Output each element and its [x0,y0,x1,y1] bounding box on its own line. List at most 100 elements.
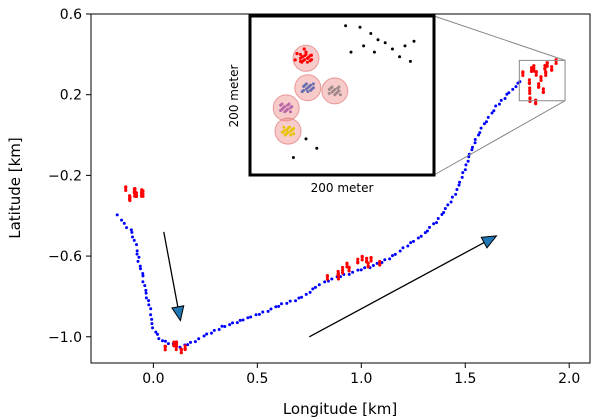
moving-point-10 [135,252,139,256]
arrow-down-head [171,305,185,322]
moving-point-8 [135,243,139,247]
stay-2-point-1-1 [172,340,176,344]
inset-stay-point-1-12 [309,83,313,87]
moving-point-14 [139,267,142,271]
moving-point-52 [235,321,239,325]
stay-3-point-6-1 [365,256,369,260]
stay-1-point-9-0 [141,194,145,198]
moving-point-40 [189,340,193,344]
stay-2-point-5-2 [179,348,183,352]
moving-point-45 [209,331,213,335]
moving-point-136 [494,104,498,108]
stay-3-point-0-2 [325,274,330,279]
moving-point-34 [166,342,170,346]
inset-stay-point-1-9 [304,82,308,86]
stay-2-point-5-1 [179,351,183,355]
moving-point-17 [141,280,145,284]
stay-4-point-0-2 [521,71,525,75]
moving-point-1 [120,218,124,222]
moving-point-134 [490,111,494,115]
y-tick-label-1: 0.2 [60,88,82,104]
inset-stay-point-1-13 [306,90,310,94]
direction-arrows [163,231,498,338]
moving-point-85 [363,266,367,270]
moving-point-19 [144,288,148,292]
stay-4-point-12-1 [539,78,543,82]
inset-stay-point-3-13 [280,102,284,106]
moving-point-70 [304,292,308,296]
moving-point-112 [450,195,454,199]
moving-point-130 [479,126,483,130]
stay-4-point-13-1 [541,87,545,91]
zoom-connectors [433,15,566,176]
moving-point-114 [455,188,459,192]
moving-point-21 [144,296,148,300]
inset-red-point-1 [300,55,304,59]
stay-4-point-0-1 [521,73,525,78]
moving-point-113 [454,192,458,196]
inset-stay-point-0-12 [303,58,307,62]
inset-red-point-6 [293,58,297,62]
inset-stay-point-0-7 [304,52,308,56]
stay-3-point-8-1 [378,259,382,264]
moving-point-59 [261,310,265,314]
inset-stay-point-4-10 [282,129,286,133]
inset-moving-point-5 [390,47,394,51]
stay-4-point-3-2 [534,70,538,75]
moving-point-18 [143,284,147,288]
stay-4-point-15-2 [534,102,538,106]
moving-point-118 [461,171,465,175]
moving-point-126 [473,141,477,145]
moving-point-94 [398,249,402,253]
stay-4-point-13-2 [541,90,545,95]
moving-point-91 [388,257,392,261]
inset-moving-point-12 [372,50,376,54]
inset-stay-point-4-11 [292,127,296,131]
inset-red-point-4 [304,50,308,54]
moving-point-60 [266,309,270,313]
stay-1-point-9-2 [141,189,145,193]
inset-moving-point-13 [304,137,308,141]
moving-point-82 [351,270,355,274]
inset-moving-point-10 [349,50,353,54]
stay-4-point-10-2 [528,97,532,101]
moving-point-63 [277,304,281,308]
stay-3-point-9-1 [336,274,341,278]
moving-point-96 [406,244,410,248]
moving-point-84 [359,268,363,272]
stay-3-point-7-2 [369,256,373,260]
moving-point-137 [497,102,501,106]
stay-3-point-8-2 [378,263,382,267]
moving-point-81 [347,272,351,276]
stay-3-point-5-1 [360,258,364,262]
inset-stay-point-2-13 [337,89,341,93]
moving-point-29 [154,330,158,334]
moving-point-141 [507,91,511,95]
moving-point-24 [149,307,153,311]
data-marks [115,58,558,355]
moving-point-143 [514,85,518,89]
stay-4-point-1-2 [529,69,534,73]
moving-point-7 [132,238,136,242]
moving-point-28 [151,326,155,330]
zoom-connector-top [433,15,566,61]
x-tick-label-0: 0.0 [142,371,164,387]
arrow-down-shaft [163,231,179,307]
y-axis-ticks: 0.6 0.2 −0.2 −0.6 −1.0 [48,7,91,346]
moving-point-119 [463,168,467,172]
y-axis-label: Latitude [km] [6,137,24,239]
moving-point-132 [484,120,488,124]
stay-3-point-4-2 [356,261,360,265]
stay-4-point-9-2 [528,86,532,90]
stay-3-point-0-1 [325,277,330,281]
moving-point-90 [383,258,387,262]
inset-stay-point-2-10 [333,88,337,92]
stay-3-point-9-2 [336,271,341,276]
moving-point-61 [269,307,273,311]
moving-point-74 [317,283,321,287]
moving-point-69 [300,295,304,299]
moving-point-12 [136,259,140,263]
inset-x-label: 200 meter [311,181,374,195]
stay-3-point-10-2 [347,266,351,270]
moving-point-131 [482,122,486,126]
